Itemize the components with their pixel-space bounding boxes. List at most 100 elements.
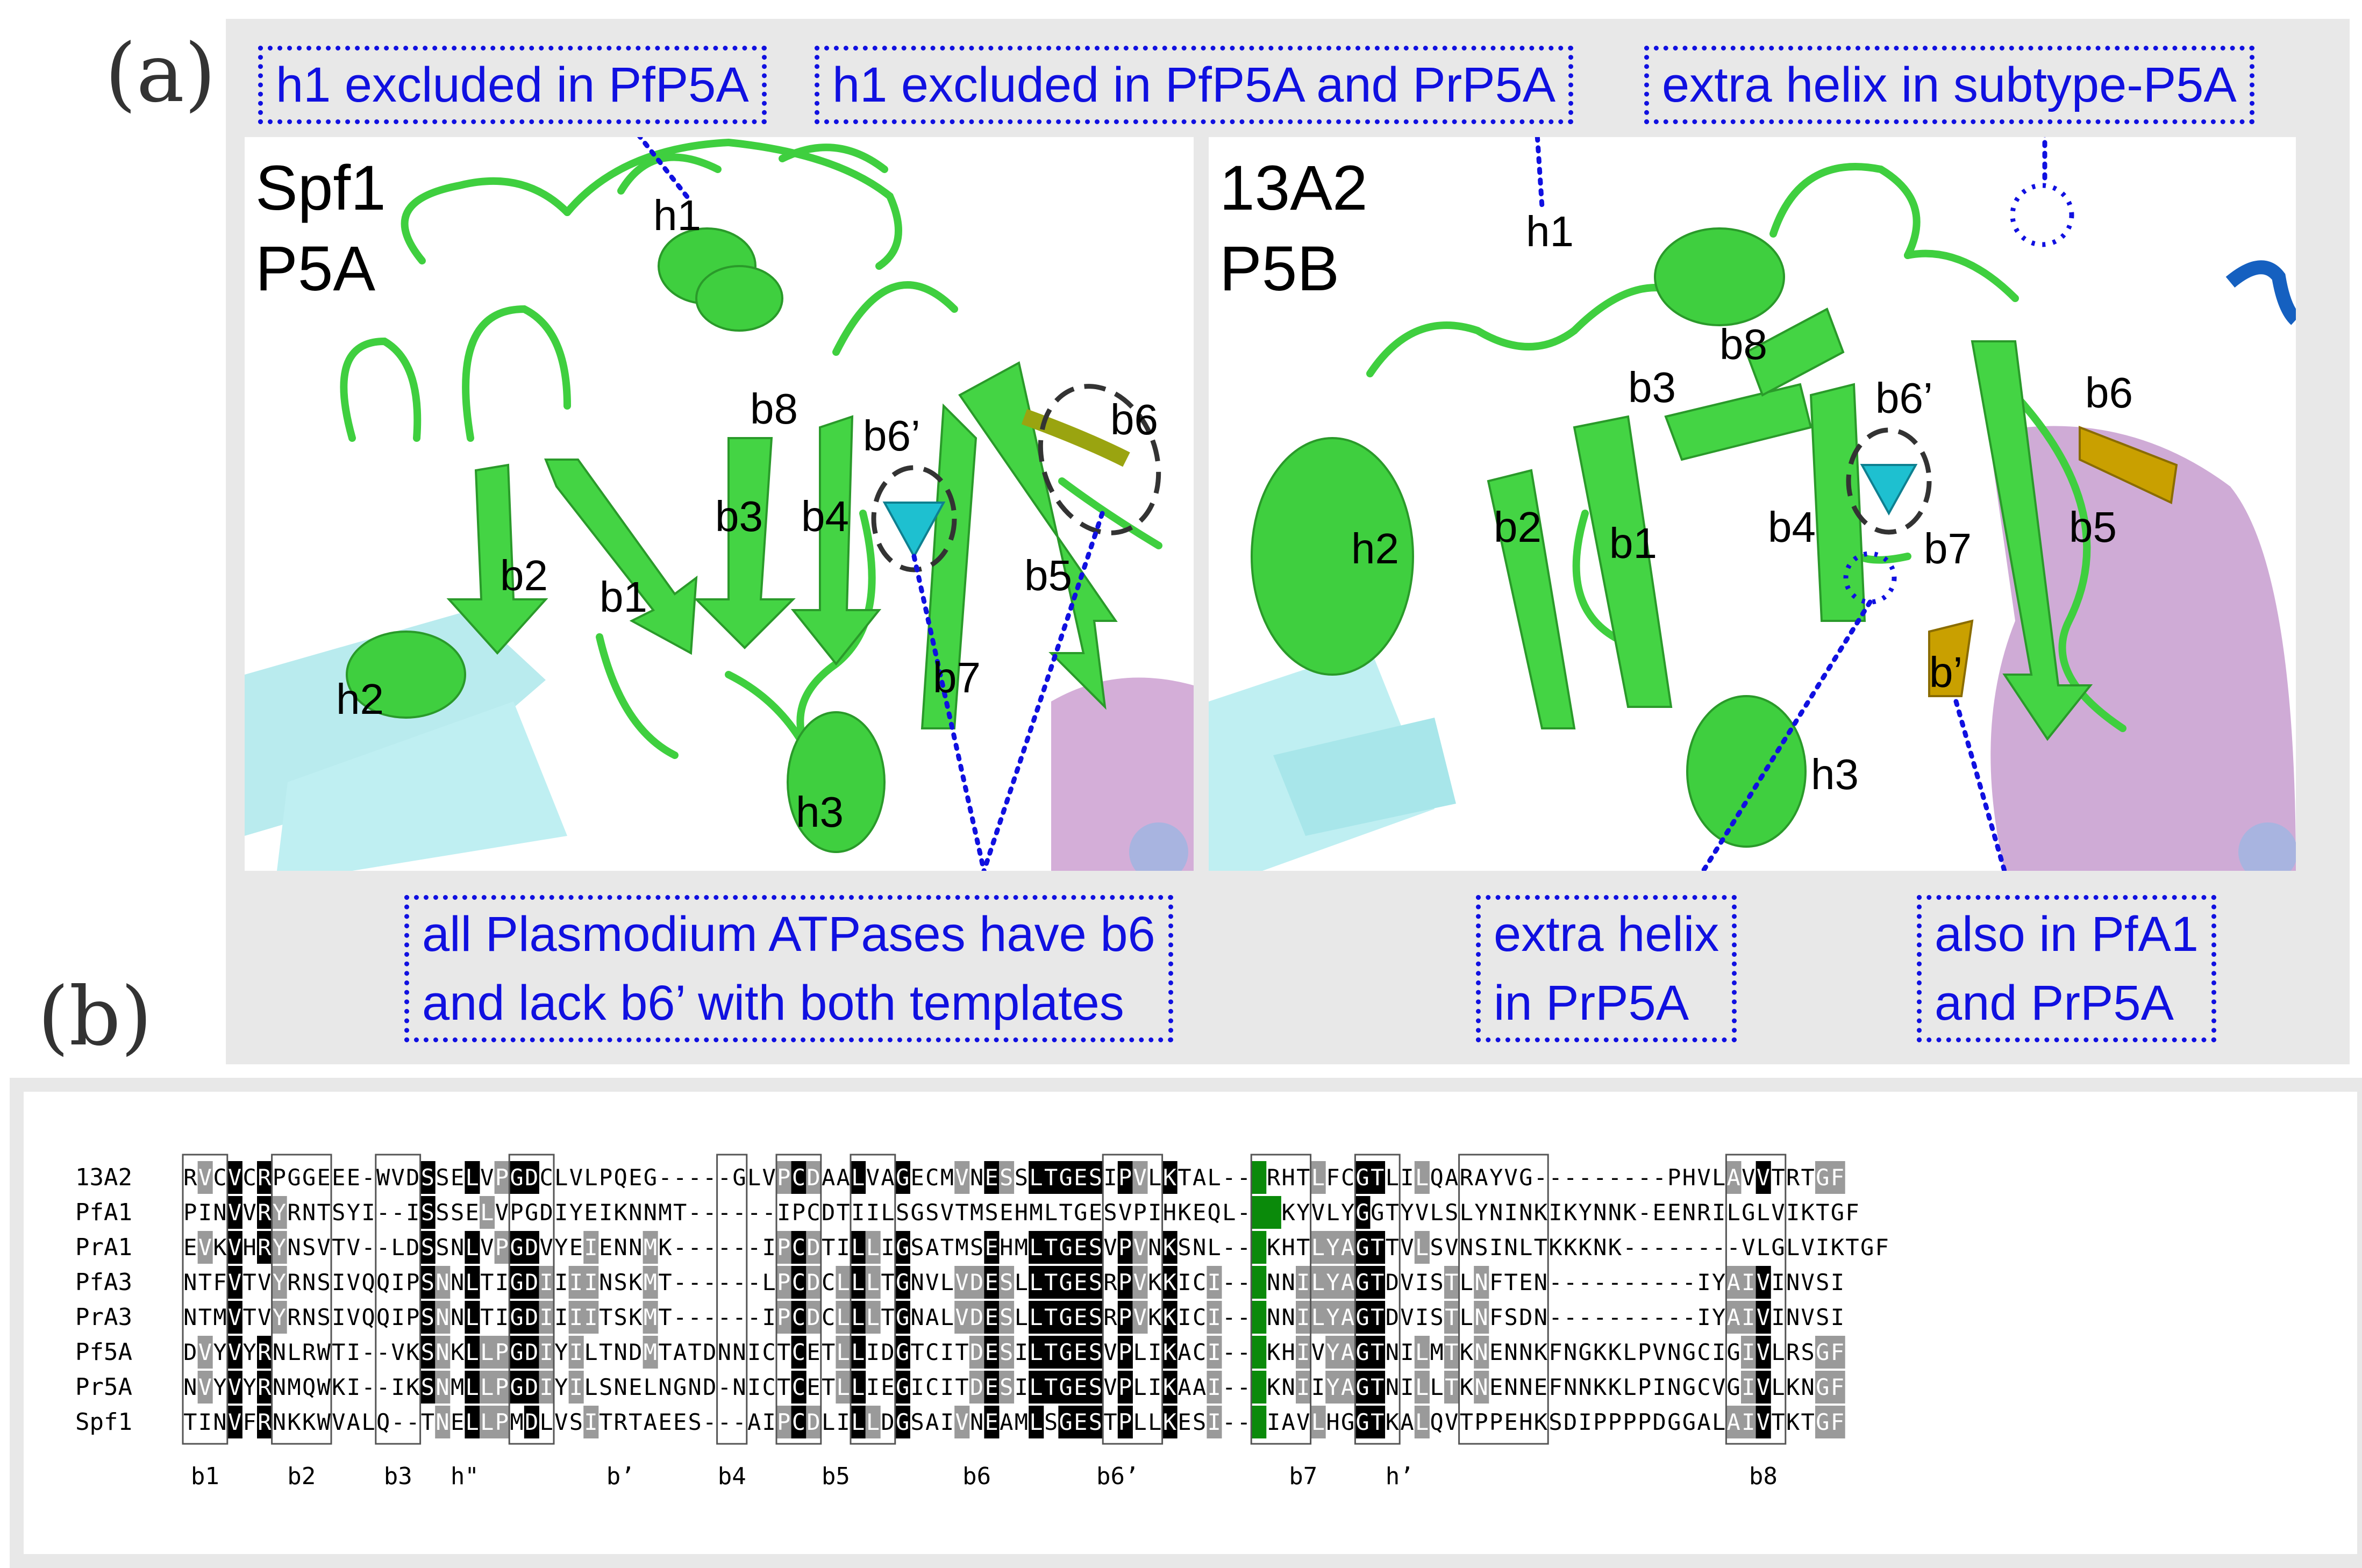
right-label-b6: b6 xyxy=(2085,369,2133,417)
alignment-residue: G xyxy=(732,1164,746,1191)
alignment-cell-shade xyxy=(1370,1406,1386,1438)
alignment-residue: T xyxy=(881,1269,894,1295)
alignment-residue: L xyxy=(1623,1374,1636,1400)
alignment-residue: N xyxy=(911,1269,924,1295)
alignment-residue: L xyxy=(1415,1374,1429,1400)
alignment-residue: G xyxy=(896,1269,909,1295)
alignment-residue: A xyxy=(1193,1374,1206,1400)
alignment-residue: N xyxy=(970,1409,983,1435)
alignment-residue: - xyxy=(391,1199,405,1226)
alignment-residue: I xyxy=(1831,1304,1844,1330)
alignment-residue: I xyxy=(1148,1339,1161,1365)
motif-box xyxy=(775,1154,822,1445)
alignment-residue: E xyxy=(599,1234,612,1261)
alignment-residue: E xyxy=(1489,1374,1503,1400)
alignment-residue: R xyxy=(1460,1164,1474,1191)
callout-h1-excluded-pfp5a-prp5a: h1 excluded in PfP5A and PrP5A xyxy=(815,46,1574,124)
alignment-cell-shade xyxy=(1251,1231,1267,1264)
right-structure-panel: 13A2 P5B h1 b8 b3 b6’ b6 h2 b2 b1 b4 b7 … xyxy=(1209,137,2296,871)
alignment-residue: K xyxy=(629,1269,643,1295)
alignment-residue: E xyxy=(1504,1409,1518,1435)
alignment-residue: K xyxy=(614,1199,628,1226)
alignment-residue: I xyxy=(747,1374,761,1400)
alignment-cell-shade xyxy=(1444,1371,1460,1404)
alignment-residue: C xyxy=(807,1199,820,1226)
alignment-cell-shade xyxy=(1756,1266,1771,1299)
callout-also-line-1: also in PfA1 xyxy=(1935,907,2199,962)
alignment-cell-shade xyxy=(583,1231,599,1264)
alignment-cell-shade xyxy=(1325,1266,1341,1299)
alignment-residue: I xyxy=(1742,1304,1755,1330)
alignment-residue: V xyxy=(228,1234,241,1261)
alignment-residue: - xyxy=(1712,1234,1725,1261)
left-label-b4: b4 xyxy=(801,492,849,540)
alignment-cell-shade xyxy=(776,1161,792,1194)
alignment-residue: T xyxy=(1445,1304,1458,1330)
alignment-residue: D xyxy=(525,1234,538,1261)
alignment-cell-shade xyxy=(1355,1161,1371,1194)
alignment-residue: V xyxy=(554,1409,568,1435)
motif-box xyxy=(850,1154,896,1445)
alignment-residue: L xyxy=(1311,1234,1325,1261)
alignment-residue: P xyxy=(1118,1304,1132,1330)
alignment-residue: G xyxy=(1356,1374,1369,1400)
alignment-cell-shade xyxy=(257,1371,273,1404)
alignment-residue: I xyxy=(599,1199,612,1226)
alignment-residue: S xyxy=(569,1409,583,1435)
alignment-cell-shade xyxy=(1029,1231,1044,1264)
alignment-residue: N xyxy=(1282,1269,1295,1295)
alignment-residue: - xyxy=(1608,1269,1622,1295)
alignment-cell-shade xyxy=(1340,1371,1355,1404)
alignment-cell-shade xyxy=(1058,1231,1074,1264)
alignment-residue: A xyxy=(925,1409,939,1435)
alignment-cell-shade xyxy=(272,1231,287,1264)
alignment-cell-shade xyxy=(465,1161,480,1194)
alignment-cell-shade xyxy=(895,1371,910,1404)
panel-b-label: (b) xyxy=(38,970,153,1064)
alignment-residue: K xyxy=(406,1374,420,1400)
alignment-cell-shade xyxy=(1073,1231,1089,1264)
alignment-residue: R xyxy=(258,1234,272,1261)
alignment-residue: A xyxy=(747,1409,761,1435)
alignment-cell-shade xyxy=(1340,1336,1355,1369)
left-structure-title-1: Spf1 xyxy=(255,153,386,224)
alignment-residue: M xyxy=(644,1339,657,1365)
alignment-cell-shade xyxy=(1029,1266,1044,1299)
alignment-residue: K xyxy=(1163,1164,1177,1191)
alignment-residue: T xyxy=(1445,1339,1458,1365)
left-label-b8: b8 xyxy=(750,385,798,433)
alignment-residue: T xyxy=(955,1339,968,1365)
alignment-residue: - xyxy=(673,1269,687,1295)
alignment-residue: I xyxy=(940,1374,954,1400)
alignment-residue: Y xyxy=(554,1339,568,1365)
alignment-cell-shade xyxy=(1414,1231,1430,1264)
alignment-residue: E xyxy=(347,1164,360,1191)
alignment-residue: K xyxy=(1460,1374,1474,1400)
alignment-residue: P xyxy=(1133,1199,1147,1226)
alignment-residue: Q xyxy=(1430,1164,1444,1191)
callout-extra-helix-line-2: in PrP5A xyxy=(1494,976,1689,1030)
alignment-cell-shade xyxy=(227,1231,242,1264)
alignment-residue: E xyxy=(1074,1164,1087,1191)
alignment-cell-shade xyxy=(1756,1371,1771,1404)
alignment-cell-shade xyxy=(954,1161,970,1194)
alignment-residue: R xyxy=(287,1269,301,1295)
alignment-residue: T xyxy=(822,1374,835,1400)
right-label-b3: b3 xyxy=(1628,363,1676,411)
alignment-residue: I xyxy=(540,1269,553,1295)
alignment-residue: I xyxy=(1831,1269,1844,1295)
alignment-residue: - xyxy=(732,1199,746,1226)
alignment-residue: V xyxy=(228,1409,241,1435)
alignment-residue: C xyxy=(792,1409,805,1435)
alignment-cell-shade xyxy=(1444,1301,1460,1334)
alignment-residue: H xyxy=(1015,1199,1028,1226)
alignment-residue: P xyxy=(1489,1409,1503,1435)
alignment-residue: G xyxy=(1356,1304,1369,1330)
alignment-residue: I xyxy=(1504,1199,1518,1226)
alignment-residue: K xyxy=(1786,1409,1800,1435)
alignment-residue: H xyxy=(1000,1234,1013,1261)
alignment-residue: - xyxy=(703,1234,716,1261)
alignment-residue: K xyxy=(1534,1409,1548,1435)
alignment-cell-shade xyxy=(1043,1336,1059,1369)
alignment-residue: E xyxy=(466,1199,479,1226)
